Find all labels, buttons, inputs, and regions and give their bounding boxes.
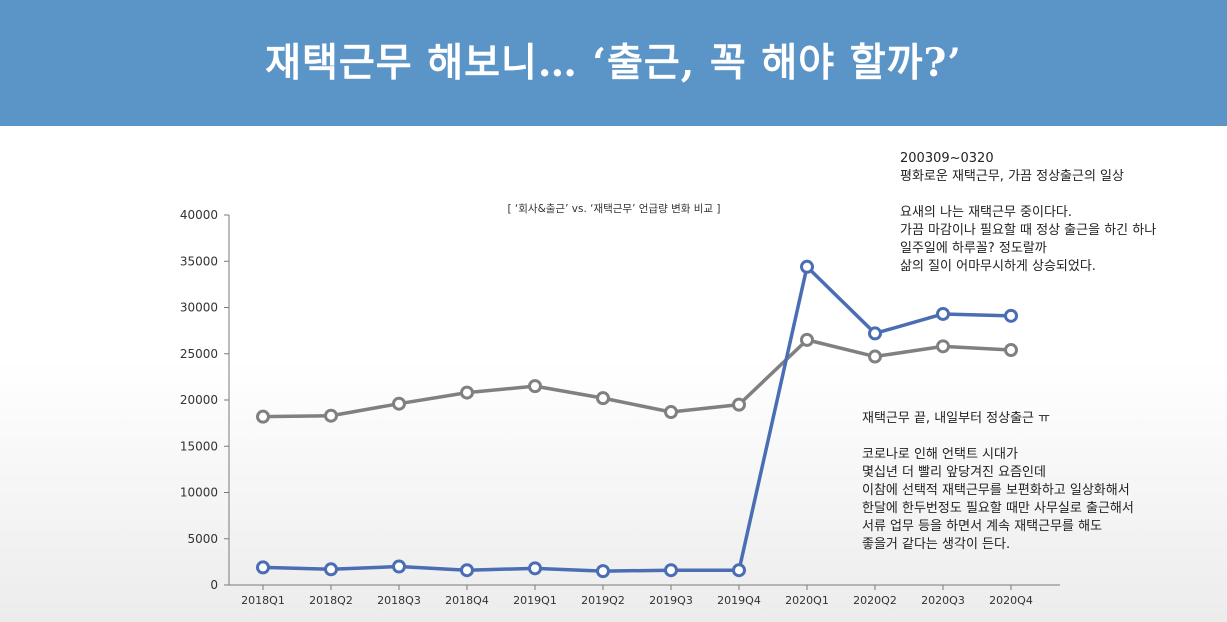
y-tick-label: 0 <box>210 578 218 592</box>
data-point <box>868 326 882 341</box>
chart-title: [ ‘회사&출근’ vs. ‘재택근무’ 언급량 변화 비교 ] <box>507 203 720 215</box>
data-point <box>392 559 406 574</box>
title-banner: 재택근무 해보니… ‘출근, 꼭 해야 할까?’ <box>0 0 1227 126</box>
page-title: 재택근무 해보니… ‘출근, 꼭 해야 할까?’ <box>265 40 962 86</box>
x-tick-label: 2018Q1 <box>241 594 285 607</box>
x-tick-label: 2019Q3 <box>649 594 693 607</box>
data-point <box>732 397 746 412</box>
y-tick-label: 20000 <box>180 393 218 407</box>
annotation-bottom-line: 좋을거 같다는 생각이 든다. <box>862 537 1011 552</box>
data-point <box>732 563 746 578</box>
x-tick-label: 2020Q3 <box>921 594 965 607</box>
series-line <box>262 338 1012 419</box>
annotation-top-line <box>900 186 1156 204</box>
x-tick-label: 2018Q4 <box>445 594 489 607</box>
data-point <box>800 259 814 274</box>
x-tick-label: 2019Q1 <box>513 594 557 607</box>
x-tick-label: 2018Q2 <box>309 594 353 607</box>
annotation-bottom-line: 서류 업무 등을 하면서 계속 재택근무를 해도 <box>862 519 1103 534</box>
data-point <box>936 306 950 321</box>
series-line <box>262 265 1012 573</box>
annotation-top-line: 요새의 나는 재택근무 중이다다. <box>900 205 1073 220</box>
y-tick-label: 10000 <box>180 486 218 500</box>
series-1 <box>256 259 1018 579</box>
x-tick-label: 2020Q1 <box>785 594 829 607</box>
y-axis-ticks: 0 5000 10000 15000 20000 25000 30000 35000 40000 <box>180 208 229 592</box>
y-tick-label: 15000 <box>180 439 218 453</box>
data-point <box>664 563 678 578</box>
data-point <box>528 561 542 576</box>
annotation-bottom-line: 한달에 한두번정도 필요할 때만 사무실로 출근해서 <box>862 501 1134 516</box>
annotation-top-line: 가끔 마감이나 필요할 때 정상 출근을 하긴 하나 <box>900 223 1157 238</box>
data-point <box>596 564 610 579</box>
series-0 <box>256 332 1018 424</box>
data-point <box>800 332 814 347</box>
annotation-top-line: 200309~0320 <box>900 151 994 166</box>
y-tick-label: 30000 <box>180 301 218 315</box>
x-tick-label: 2020Q4 <box>989 594 1033 607</box>
x-tick-label: 2019Q2 <box>581 594 625 607</box>
data-point <box>1004 308 1018 323</box>
data-point <box>324 562 338 577</box>
annotation-top-line: 일주일에 하루꼴? 정도랄까 <box>900 241 1047 256</box>
data-point <box>256 409 270 424</box>
data-point <box>256 560 270 575</box>
data-point <box>528 379 542 394</box>
series-layer <box>256 259 1018 579</box>
data-point <box>392 396 406 411</box>
annotation-bottom-line: 몇십년 더 빨리 앞당겨진 요즘인데 <box>862 465 1046 480</box>
data-point <box>664 405 678 420</box>
data-point <box>460 385 474 400</box>
annotation-bottom-line: 재택근무 끝, 내일부터 정상출근 ㅠ <box>862 411 1051 426</box>
y-tick-label: 35000 <box>180 254 218 268</box>
x-tick-label: 2018Q3 <box>377 594 421 607</box>
data-point <box>868 349 882 364</box>
annotation-top: 200309~0320 평화로운 재택근무, 가끔 정상출근의 일상 요새의 나… <box>900 150 1156 276</box>
y-tick-label: 5000 <box>187 532 218 546</box>
annotation-bottom-line: 이참에 선택적 재택근무를 보편화하고 일상화해서 <box>862 483 1130 498</box>
y-tick-label: 25000 <box>180 347 218 361</box>
annotation-bottom-line <box>862 428 1134 446</box>
x-axis-ticks: 2018Q1 2018Q2 2018Q3 2018Q4 2019Q1 2019Q2 2019… <box>241 585 1033 607</box>
data-point <box>596 391 610 406</box>
y-tick-label: 40000 <box>180 208 218 222</box>
x-tick-label: 2019Q4 <box>717 594 761 607</box>
x-tick-label: 2020Q2 <box>853 594 897 607</box>
data-point <box>1004 343 1018 358</box>
annotation-top-line: 삶의 질이 어마무시하게 상승되었다. <box>900 259 1096 274</box>
data-point <box>936 339 950 354</box>
annotation-bottom-line: 코로나로 인해 언택트 시대가 <box>862 447 1018 462</box>
data-point <box>460 563 474 578</box>
data-point <box>324 408 338 423</box>
annotation-bottom: 재택근무 끝, 내일부터 정상출근 ㅠ 코로나로 인해 언택트 시대가 몇십년 … <box>862 410 1134 554</box>
annotation-top-line: 평화로운 재택근무, 가끔 정상출근의 일상 <box>900 169 1124 184</box>
